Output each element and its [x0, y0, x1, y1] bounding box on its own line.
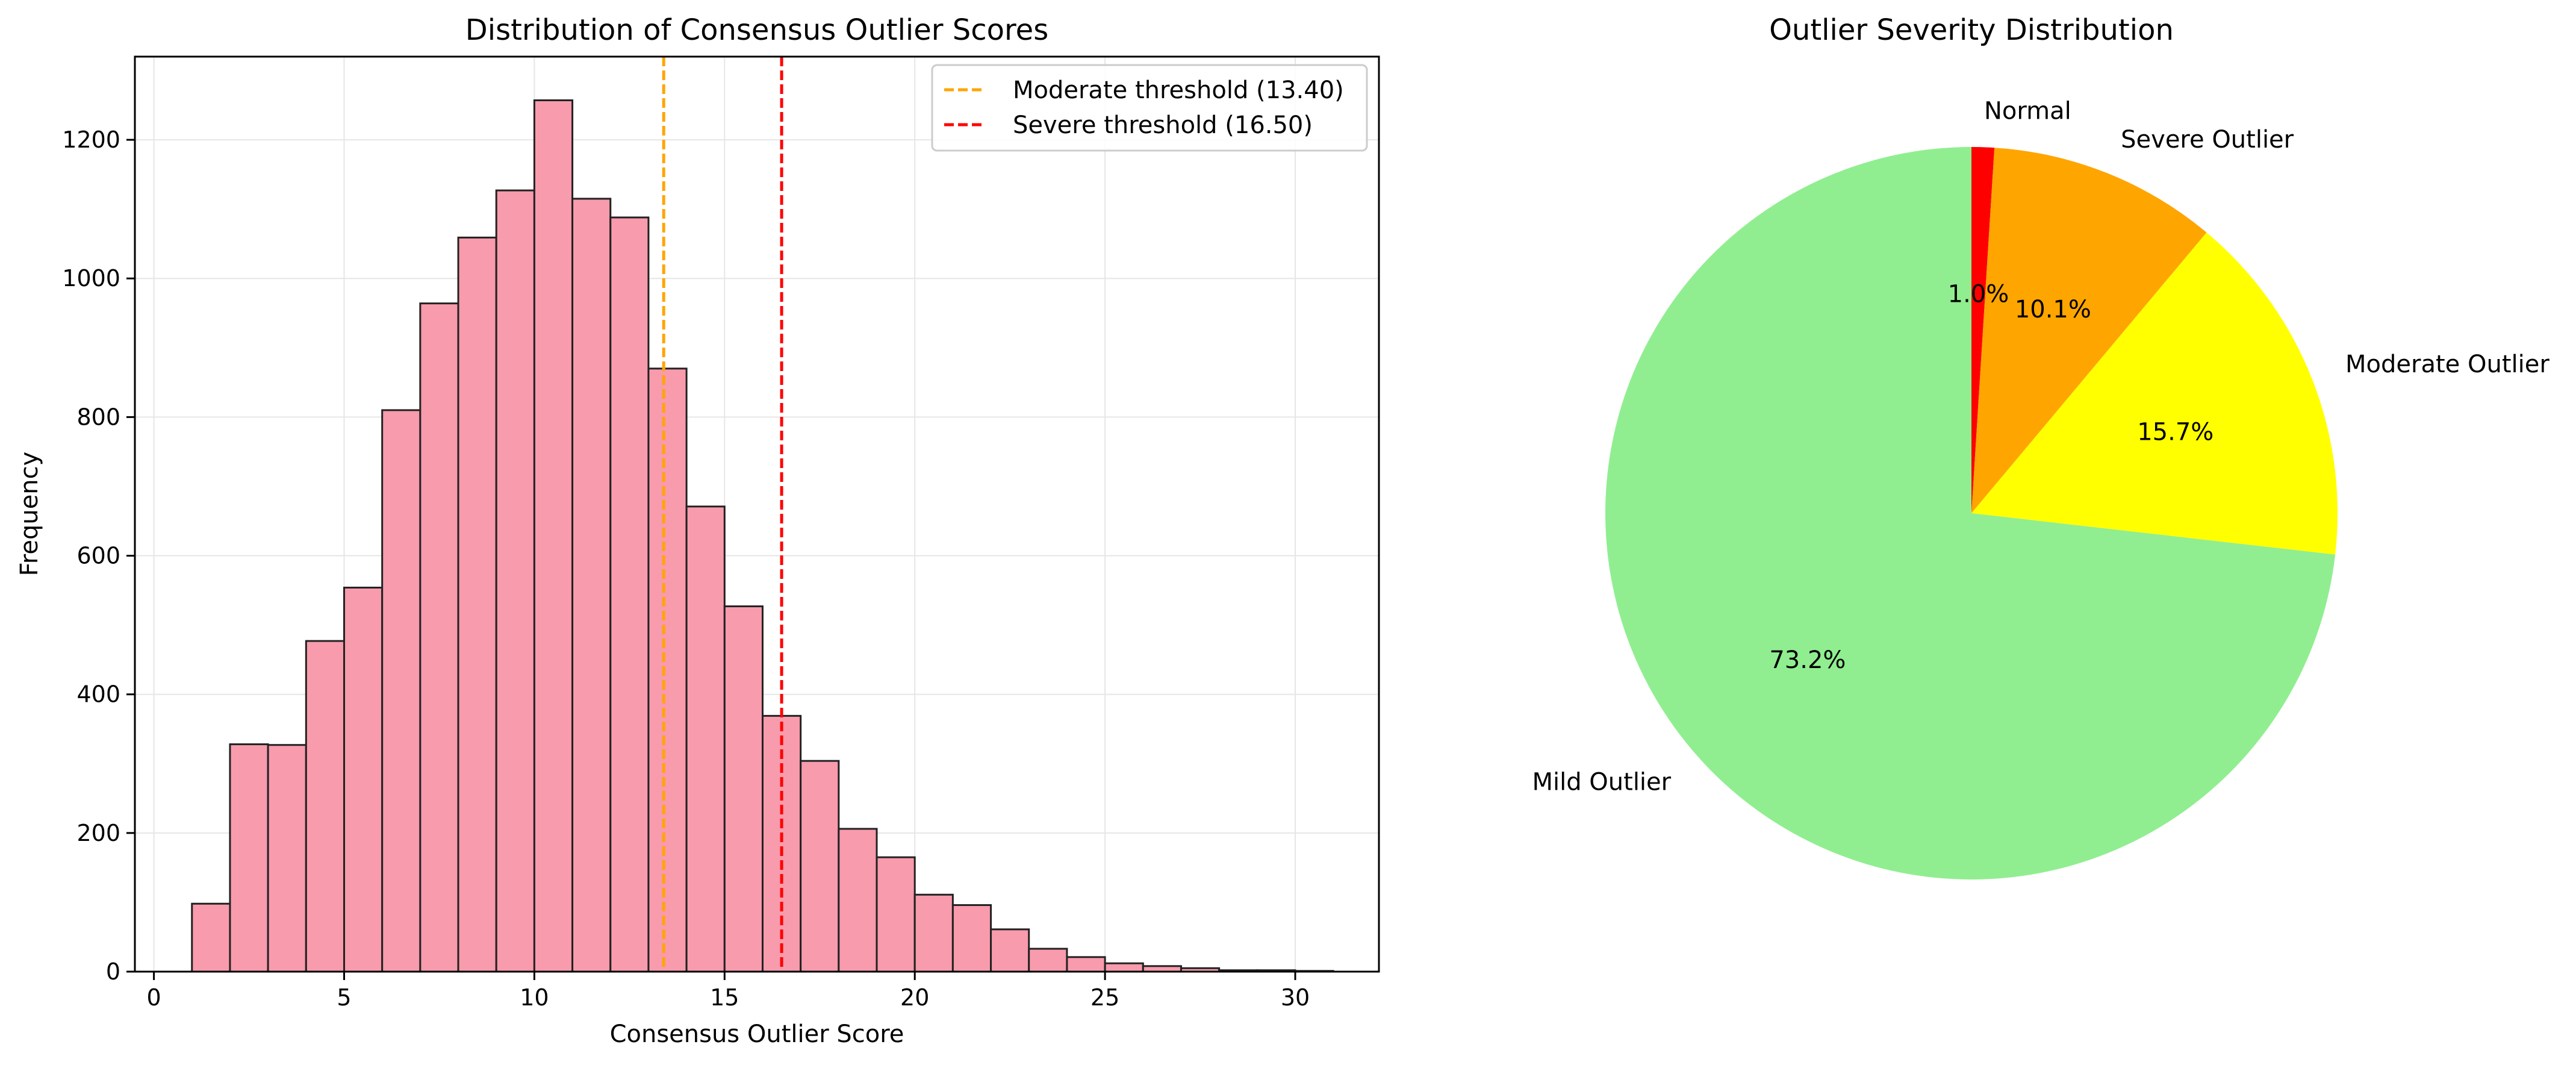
y-axis-label: Frequency [16, 452, 43, 576]
pie-percent-mild-outlier: 73.2% [1769, 646, 1846, 674]
pie-slice-normal [1971, 147, 1995, 513]
histogram-bar [800, 760, 840, 973]
histogram-bar [229, 743, 269, 973]
pie-title: Outlier Severity Distribution [1769, 13, 2174, 47]
threshold-lines [662, 57, 783, 972]
histogram-bar [495, 189, 535, 973]
histogram-bars [191, 99, 1334, 973]
pie-label-severe-outlier: Severe Outlier [2121, 126, 2294, 154]
y-tick-label: 400 [76, 681, 120, 708]
histogram-bar [267, 744, 307, 973]
histogram-bar [990, 928, 1030, 973]
histogram-bar [1028, 948, 1068, 973]
y-tick-label: 1200 [62, 126, 120, 153]
histogram-bar [647, 367, 688, 973]
x-tick-label: 30 [1281, 984, 1310, 1011]
x-tick-label: 5 [337, 984, 351, 1011]
pie-label-moderate-outlier: Moderate Outlier [2345, 351, 2550, 378]
x-axis-label: Consensus Outlier Score [610, 1020, 904, 1048]
pie-slice-mild-outlier [1605, 147, 2336, 879]
y-tick-label: 600 [76, 543, 120, 569]
pie-percent-severe-outlier: 10.1% [2015, 296, 2091, 323]
y-tick-label: 1000 [62, 265, 120, 292]
x-tick-label: 15 [710, 984, 739, 1011]
pie-labels: Normal 1.0% Severe Outlier 10.1% Moderate Ou… [1532, 98, 2550, 796]
histogram-bar [913, 893, 954, 973]
x-axis-ticks: 0 5 10 15 20 25 30 [146, 972, 1310, 1011]
histogram-bar [1104, 962, 1144, 973]
legend-entry-severe: Severe threshold (16.50) [1013, 111, 1313, 139]
histogram-bar [951, 904, 992, 973]
histogram-bar [876, 856, 916, 973]
histogram-bar [609, 216, 650, 973]
histogram-bar [533, 99, 574, 973]
y-tick-label: 0 [106, 958, 120, 985]
x-tick-label: 25 [1090, 984, 1119, 1011]
pie-label-mild-outlier: Mild Outlier [1532, 768, 1671, 796]
histogram-bar [343, 586, 384, 973]
histogram-legend: Moderate threshold (13.40) Severe thresh… [931, 64, 1368, 152]
y-tick-label: 200 [76, 820, 120, 846]
pie-percent-moderate-outlier: 15.7% [2137, 419, 2214, 446]
pie-slices [1605, 147, 2338, 879]
histogram-bar [571, 198, 612, 973]
y-axis-ticks: 0 200 400 600 800 1000 1200 [62, 126, 135, 985]
histogram-bar [1066, 956, 1106, 973]
histogram-bar [381, 409, 422, 973]
histogram-bar [838, 828, 878, 973]
histogram-bar [685, 505, 726, 973]
histogram-bar [305, 640, 345, 973]
x-tick-label: 10 [520, 984, 549, 1011]
pie-slice-moderate-outlier [1971, 232, 2338, 555]
histogram-title: Distribution of Consensus Outlier Scores [465, 13, 1048, 47]
histogram-bar [191, 902, 231, 973]
pie-percent-normal: 1.0% [1948, 280, 2009, 308]
pie-slice-severe-outlier [1971, 148, 2207, 513]
pie-panel: Outlier Severity Distribution Normal 1.0%… [1532, 13, 2550, 879]
histogram-bar [419, 302, 459, 973]
legend-entry-moderate: Moderate threshold (13.40) [1013, 77, 1344, 104]
y-tick-label: 800 [76, 404, 120, 430]
histogram-bar [723, 605, 764, 973]
x-tick-label: 20 [900, 984, 929, 1011]
histogram-plot-frame [134, 55, 1380, 973]
histogram-bar [457, 236, 497, 973]
histogram-panel: Distribution of Consensus Outlier Scores… [16, 13, 1380, 1048]
pie-label-normal: Normal [1984, 98, 2071, 125]
legend-box [931, 64, 1368, 152]
x-tick-label: 0 [146, 984, 161, 1011]
